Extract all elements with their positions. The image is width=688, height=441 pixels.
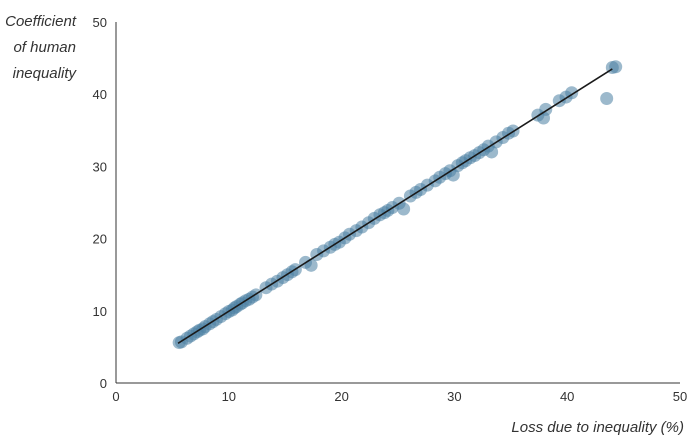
x-tick-label: 50 <box>673 389 687 404</box>
x-tick-label: 20 <box>334 389 348 404</box>
x-ticks: 0 10 20 30 40 50 <box>112 389 687 404</box>
y-tick-label: 50 <box>93 15 107 30</box>
trendline-layer <box>177 68 613 344</box>
y-tick-label: 10 <box>93 304 107 319</box>
x-tick-label: 0 <box>112 389 119 404</box>
trendline <box>177 68 613 344</box>
y-tick-label: 40 <box>93 87 107 102</box>
x-tick-label: 40 <box>560 389 574 404</box>
x-axis-title: Loss due to inequality (%) <box>511 419 684 436</box>
data-point <box>397 202 411 216</box>
data-point <box>609 60 623 74</box>
y-ticks: 0 10 20 30 40 50 <box>93 15 107 391</box>
x-tick-label: 10 <box>222 389 236 404</box>
data-point <box>485 145 499 159</box>
x-tick-label: 30 <box>447 389 461 404</box>
data-point <box>600 92 614 106</box>
y-tick-label: 0 <box>100 376 107 391</box>
y-axis-title-line-1: Coefficient <box>5 13 77 30</box>
y-axis-title-line-2: of human <box>13 39 76 56</box>
y-tick-label: 30 <box>93 159 107 174</box>
y-tick-label: 20 <box>93 232 107 247</box>
y-axis-title-line-3: inequality <box>13 65 78 82</box>
